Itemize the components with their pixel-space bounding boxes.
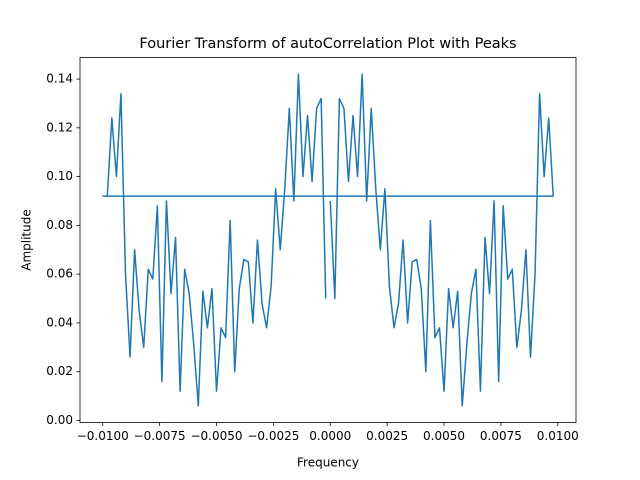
x-tick-label: 0.0050: [423, 429, 465, 443]
x-tick-label: −0.0075: [134, 429, 186, 443]
x-axis-label: Frequency: [297, 456, 359, 470]
x-tick-label: 0.0025: [366, 429, 408, 443]
y-tick-label: 0.10: [46, 169, 73, 183]
x-tick-label: −0.0050: [190, 429, 242, 443]
x-tick-label: 0.0075: [480, 429, 522, 443]
y-tick-label: 0.02: [46, 364, 73, 378]
y-axis-label: Amplitude: [20, 209, 34, 271]
y-tick-label: 0.00: [46, 413, 73, 427]
x-tick-label: 0.0000: [309, 429, 351, 443]
y-tick-label: 0.08: [46, 218, 73, 232]
x-tick-label: 0.0100: [537, 429, 579, 443]
y-tick-label: 0.06: [46, 267, 73, 281]
y-tick-label: 0.12: [46, 120, 73, 134]
x-tick-label: −0.0100: [77, 429, 129, 443]
chart-title: Fourier Transform of autoCorrelation Plo…: [139, 36, 516, 52]
y-tick-label: 0.04: [46, 315, 73, 329]
data-line: [102, 73, 554, 407]
y-tick-label: 0.14: [46, 72, 73, 86]
plot-frame: [79, 57, 577, 423]
x-tick-label: −0.0025: [247, 429, 299, 443]
